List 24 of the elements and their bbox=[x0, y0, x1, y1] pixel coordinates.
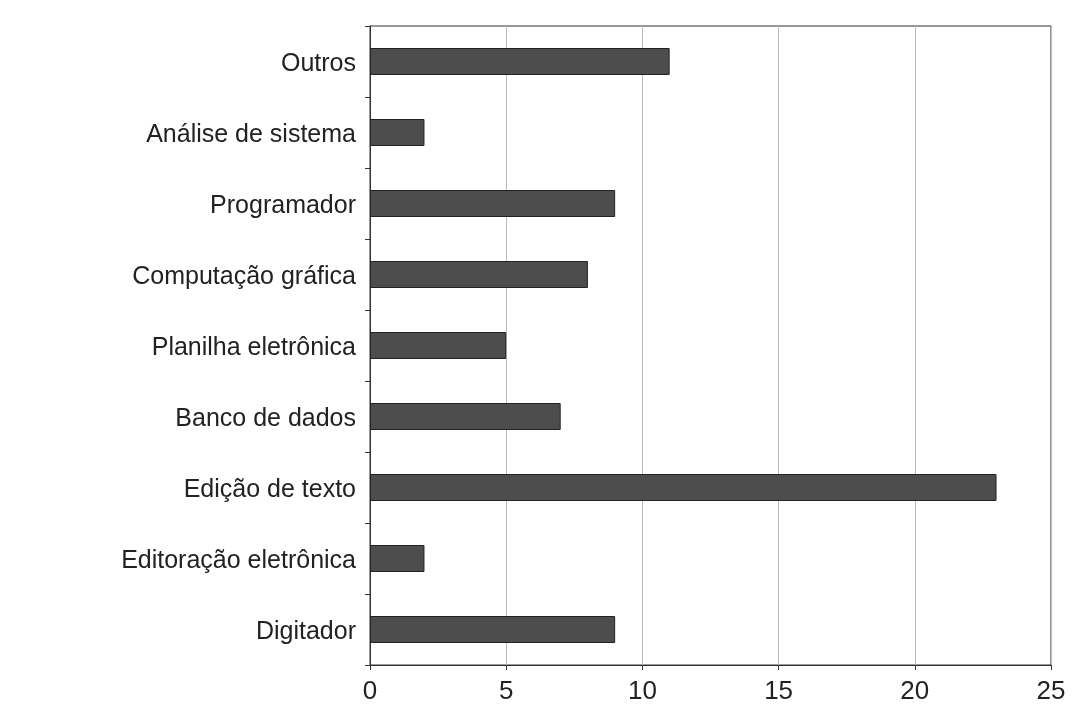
x-tick-label: 25 bbox=[1036, 675, 1066, 705]
x-tick-label: 0 bbox=[362, 675, 378, 705]
y-tick-label: Análise de sistema bbox=[146, 118, 357, 147]
y-tick-label: Banco de dados bbox=[175, 402, 356, 431]
y-tick-label: Outros bbox=[280, 47, 356, 76]
x-tick-label: 15 bbox=[764, 675, 794, 705]
x-tick-label: 20 bbox=[900, 675, 930, 705]
bar bbox=[370, 119, 425, 146]
y-tick-label: Computação gráfica bbox=[132, 260, 357, 289]
bar bbox=[370, 545, 425, 572]
bar bbox=[370, 332, 507, 359]
x-tick-label: 10 bbox=[627, 675, 657, 705]
x-tick-label: 5 bbox=[498, 675, 514, 705]
bar bbox=[370, 616, 616, 643]
bar bbox=[370, 403, 561, 430]
y-tick-label: Edição de texto bbox=[183, 473, 356, 502]
bar bbox=[370, 190, 616, 217]
y-tick-label: Editoração eletrônica bbox=[121, 544, 357, 573]
y-tick-label: Programador bbox=[210, 189, 356, 218]
bar bbox=[370, 474, 997, 501]
y-tick-label: Planilha eletrônica bbox=[151, 331, 357, 360]
bar bbox=[370, 48, 670, 75]
y-tick-label: Digitador bbox=[255, 615, 356, 644]
bar bbox=[370, 261, 588, 288]
